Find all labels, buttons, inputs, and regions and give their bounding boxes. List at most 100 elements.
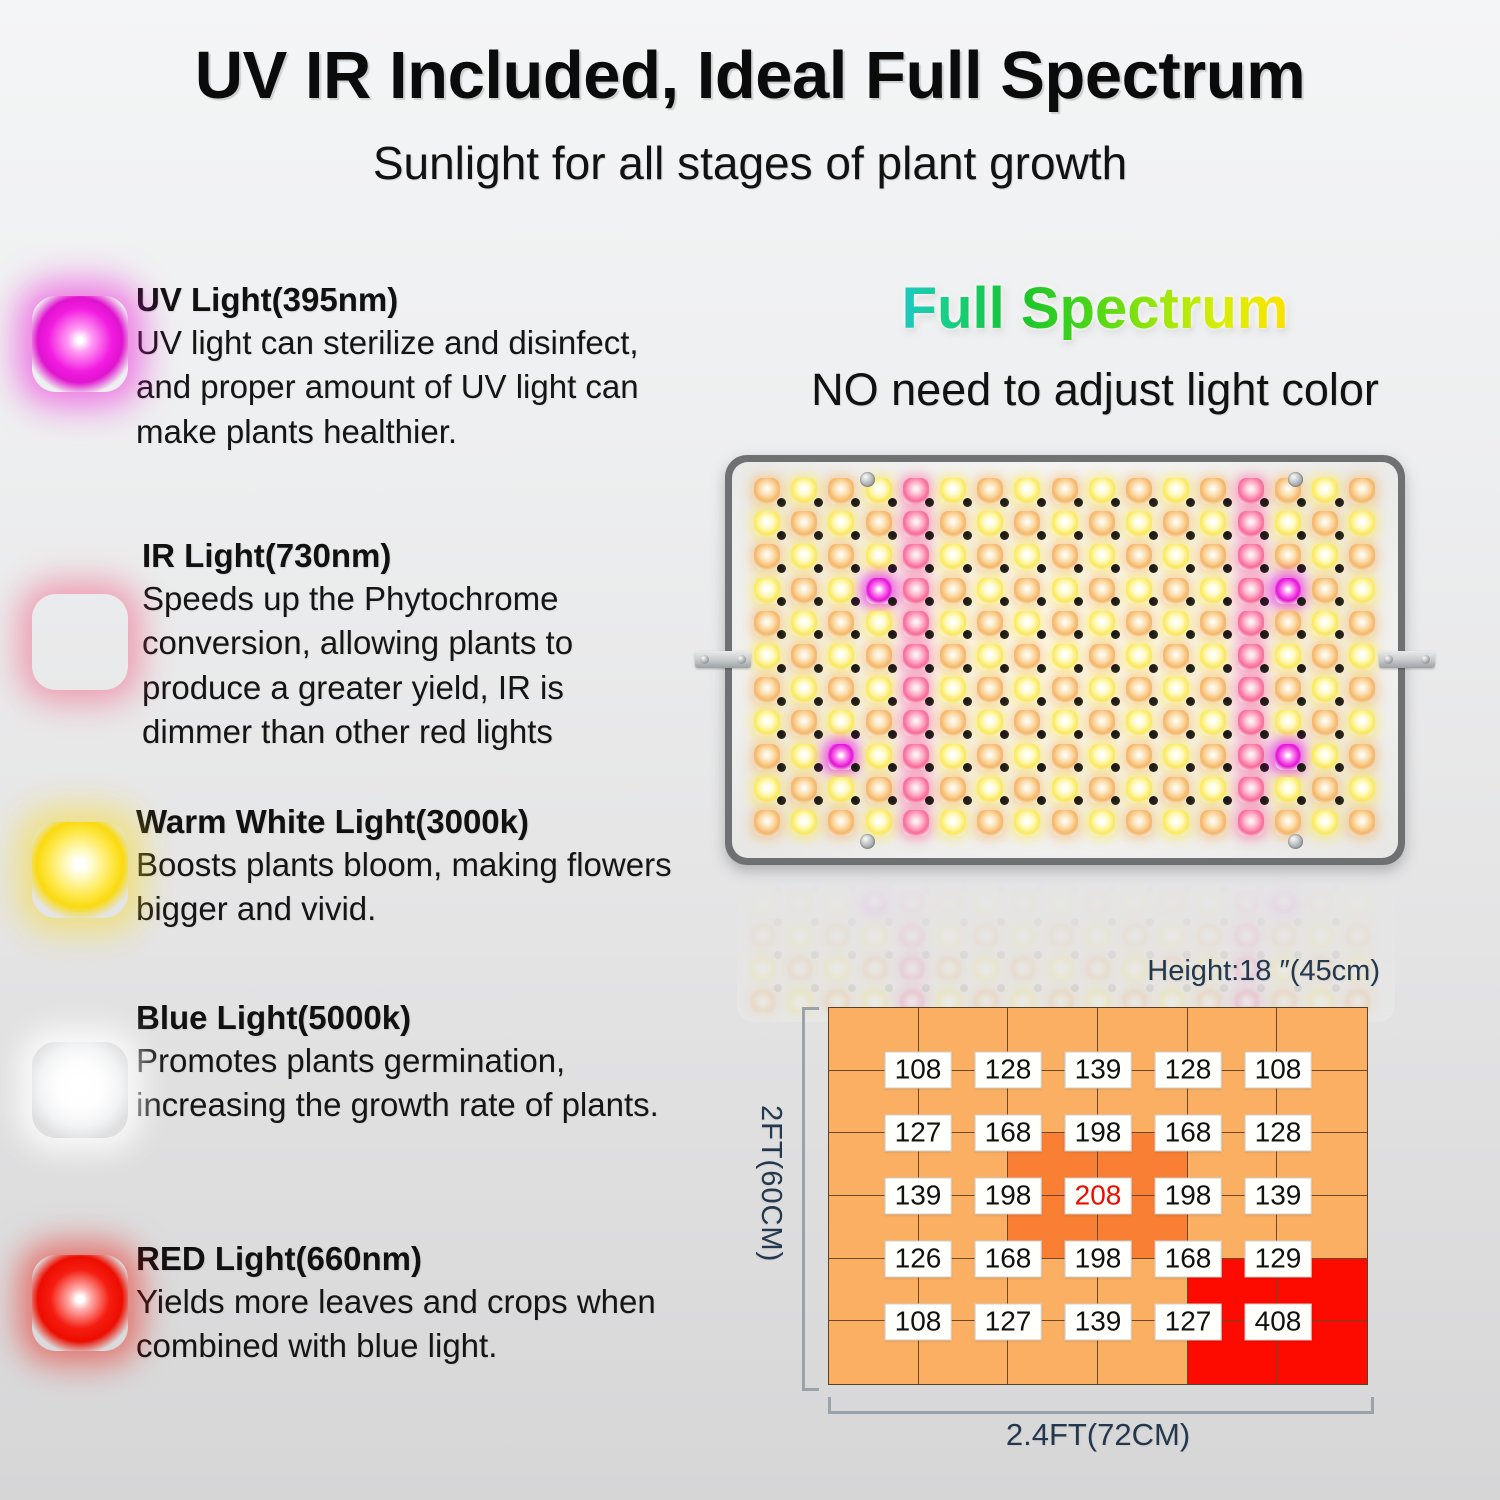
panel-perforation-dot: [1037, 630, 1046, 640]
led-diode: [1312, 478, 1338, 504]
reflection-led: [1085, 888, 1110, 913]
panel-perforation-dot: [1334, 763, 1344, 773]
led-diode: [1014, 710, 1041, 737]
led-diode: [791, 644, 818, 670]
led-diode: [828, 478, 855, 504]
led-diode: [1274, 511, 1301, 538]
led-diode: [1126, 478, 1152, 504]
panel-perforation-dot: [776, 564, 786, 573]
led-diode: [1088, 810, 1115, 836]
panel-perforation-dot: [813, 630, 823, 640]
led-diode: [902, 644, 929, 670]
panel-perforation-dot: [851, 730, 860, 739]
panel-perforation-dot: [1111, 696, 1121, 706]
reflection-dot: [1071, 918, 1080, 926]
led-diode: [1088, 776, 1115, 803]
panel-perforation-dot: [888, 696, 898, 706]
panel-perforation-dot: [813, 763, 823, 773]
led-diode: [865, 710, 892, 737]
led-diode: [1349, 710, 1376, 737]
led-diode: [1163, 478, 1190, 504]
led-diode: [902, 610, 929, 637]
panel-perforation-dot: [1260, 630, 1270, 640]
led-diode: [1312, 511, 1338, 538]
led-diode: [1126, 511, 1152, 538]
led-diode: [902, 577, 929, 604]
reflection-led: [1160, 888, 1185, 913]
feature-description-warm-white: Boosts plants bloom, making flowers bigg…: [136, 846, 672, 928]
led-diode: [754, 677, 780, 704]
reflection-led: [1048, 921, 1073, 946]
panel-perforation-dot: [1148, 630, 1158, 640]
led-diode: [791, 511, 818, 538]
led-diode: [1014, 776, 1041, 803]
panel-perforation-dot: [999, 730, 1009, 739]
panel-perforation-dot: [1297, 497, 1307, 507]
panel-perforation-dot: [813, 597, 823, 607]
led-diode: [1163, 610, 1190, 637]
feature-title-ir: IR Light(730nm): [142, 537, 392, 574]
led-diode: [1237, 577, 1264, 604]
panel-perforation-dot: [1074, 630, 1084, 640]
panel-perforation-dot: [1297, 696, 1307, 706]
panel-perforation-dot: [962, 597, 972, 607]
panel-perforation-dot: [1334, 663, 1344, 673]
panel-perforation-dot: [776, 597, 786, 607]
panel-perforation-dot: [776, 796, 786, 806]
par-footprint-chart: Height:18 ″(45cm) 2FT(60CM) 2.4FT(72CM) …: [755, 955, 1380, 1475]
panel-perforation-dot: [925, 663, 935, 673]
panel-perforation-dot: [813, 497, 823, 507]
reflection-led: [1048, 888, 1073, 913]
reflection-dot: [848, 918, 856, 926]
panel-perforation-dot: [851, 530, 860, 540]
panel-perforation-dot: [1074, 696, 1084, 706]
led-diode: [1126, 610, 1152, 637]
led-diode: [865, 644, 892, 670]
led-diode: [1163, 710, 1190, 737]
led-diode: [1312, 577, 1338, 604]
reflection-led: [899, 921, 924, 946]
spectrum-header: Full Spectrum NO need to adjust light co…: [700, 275, 1490, 416]
panel-perforation-dot: [851, 597, 860, 607]
led-diode: [902, 544, 929, 571]
panel-perforation-dot: [1074, 597, 1084, 607]
led-diode: [1014, 577, 1041, 604]
led-diode: [828, 810, 855, 836]
led-diode: [1349, 810, 1376, 836]
panel-perforation-dot: [1223, 497, 1232, 507]
reflection-led: [1309, 888, 1333, 913]
led-diode: [1237, 478, 1264, 504]
reflection-led: [937, 921, 961, 946]
led-diode: [865, 776, 892, 803]
panel-perforation-dot: [1297, 763, 1307, 773]
led-diode: [791, 544, 818, 571]
led-diode: [754, 644, 780, 670]
reflection-led: [937, 888, 961, 913]
led-diode: [791, 577, 818, 604]
panel-perforation-dot: [813, 730, 823, 739]
panel-perforation-dot: [851, 763, 860, 773]
reflection-dot: [1294, 918, 1303, 926]
panel-perforation-dot: [1185, 696, 1195, 706]
panel-perforation-dot: [1148, 696, 1158, 706]
led-diode: [1312, 810, 1338, 836]
panel-perforation-dot: [925, 730, 935, 739]
led-diode: [1200, 677, 1227, 704]
panel-perforation-dot: [1074, 497, 1084, 507]
panel-perforation-dot: [1185, 597, 1195, 607]
panel-perforation-dot: [1223, 730, 1232, 739]
led-grow-light-panel: [695, 455, 1435, 865]
led-diode: [1274, 810, 1301, 836]
led-diode: [1051, 710, 1078, 737]
reflection-dot: [1182, 884, 1191, 893]
feature-description-red: Yields more leaves and crops when combin…: [136, 1283, 656, 1365]
reflection-dot: [1145, 918, 1154, 926]
panel-perforation-dot: [1223, 696, 1232, 706]
panel-perforation-dot: [1185, 796, 1195, 806]
led-diode: [1274, 710, 1301, 737]
panel-perforation-dot: [1185, 663, 1195, 673]
panel-perforation-dot: [1297, 530, 1307, 540]
reflection-led: [1123, 888, 1147, 913]
reflection-dot: [1331, 884, 1340, 893]
led-diode: [1088, 710, 1115, 737]
